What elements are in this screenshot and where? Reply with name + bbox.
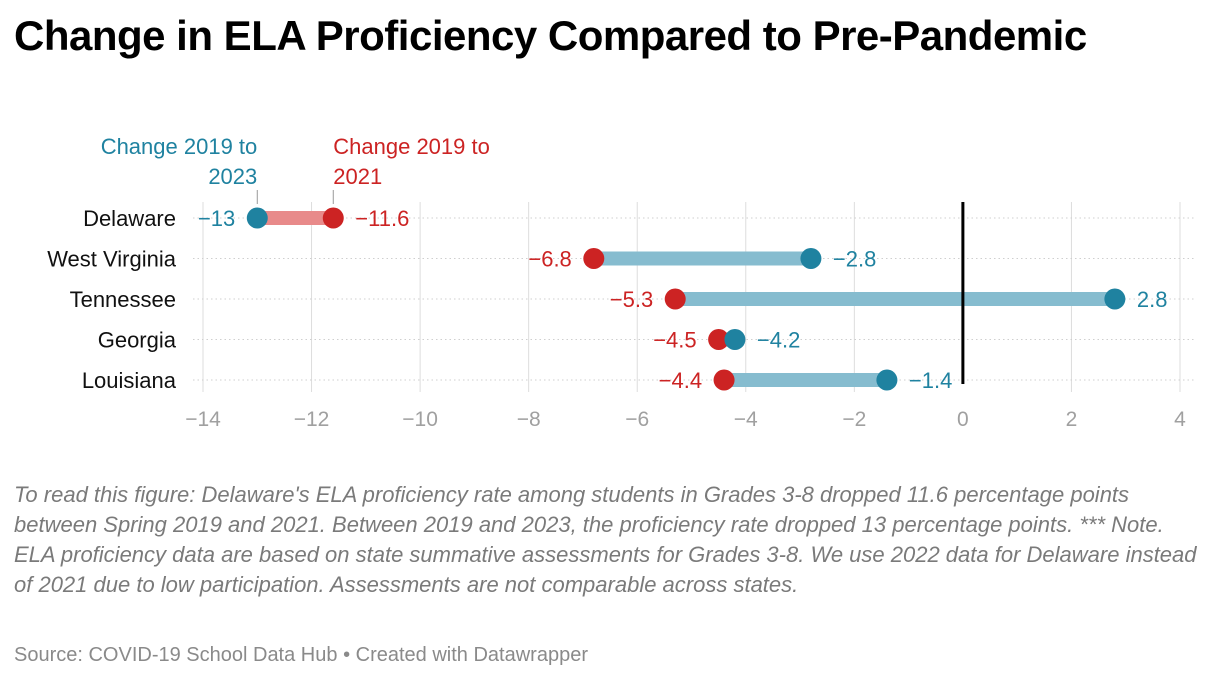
x-tick-label: −10 [402, 408, 438, 431]
value-label-right: −2.8 [833, 247, 876, 272]
value-label-right: 2.8 [1137, 287, 1168, 312]
value-label-right: −4.2 [757, 328, 800, 353]
value-label-left: −13 [198, 206, 235, 231]
figure-note: To read this figure: Delaware's ELA prof… [14, 482, 1197, 597]
dot-2021 [713, 369, 735, 391]
dot-2021 [664, 288, 686, 310]
label-layer: −13 −11.6 Delaware −6.8 −2.8 West Virginia −5.… [47, 206, 1167, 393]
state-label: West Virginia [47, 247, 177, 272]
value-label-left: −6.8 [528, 247, 571, 272]
x-tick-label: 0 [957, 408, 969, 431]
dot-layer [246, 207, 1126, 391]
chart-title: Change in ELA Proficiency Compared to Pr… [14, 12, 1087, 59]
value-label-left: −5.3 [610, 287, 653, 312]
dot-2023 [876, 369, 898, 391]
dot-2023 [724, 329, 746, 350]
value-label-right: −11.6 [355, 206, 409, 231]
dot-2021 [322, 207, 344, 229]
dot-2021 [583, 248, 605, 269]
source-text: Source: COVID-19 School Data Hub [14, 644, 338, 666]
state-label: Delaware [83, 206, 176, 231]
x-tick-label: −12 [294, 408, 330, 431]
value-label-right: −1.4 [909, 368, 952, 393]
state-label: Georgia [98, 328, 177, 353]
source-line: Source: COVID-19 School Data Hub • Creat… [14, 644, 588, 667]
x-tick-label: 4 [1174, 408, 1186, 431]
x-tick-label: −4 [734, 408, 758, 431]
dot-2023 [800, 248, 822, 269]
state-label: Louisiana [82, 368, 177, 393]
footer-separator: • [343, 644, 351, 666]
legend-label-y2021: Change 2019 to 2021 [333, 134, 490, 189]
legend-annotations: Change 2019 to 2021 Change 2019 to 2023 [101, 134, 490, 204]
dot-2023 [1104, 288, 1126, 310]
x-tick-label: −8 [517, 408, 541, 431]
x-tick-label: 2 [1066, 408, 1078, 431]
x-tick-label: −2 [842, 408, 866, 431]
value-label-left: −4.5 [653, 328, 696, 353]
x-tick-label: −6 [625, 408, 649, 431]
dot-range-chart: −14 −12 −10 −8 −6 −4 −2 0 2 4 −13 −11.6 Delaware −6.… [47, 134, 1194, 431]
grid-layer: −14 −12 −10 −8 −6 −4 −2 0 2 4 [185, 202, 1194, 431]
dot-2021 [708, 329, 730, 350]
credit-link[interactable]: Created with Datawrapper [355, 644, 588, 666]
legend-label-y2023: Change 2019 to 2023 [101, 134, 258, 189]
x-tick-label: −14 [185, 408, 221, 431]
value-label-left: −4.4 [659, 368, 702, 393]
bar-layer [257, 211, 1115, 387]
state-label: Tennessee [70, 287, 176, 312]
dot-2023 [246, 207, 268, 229]
